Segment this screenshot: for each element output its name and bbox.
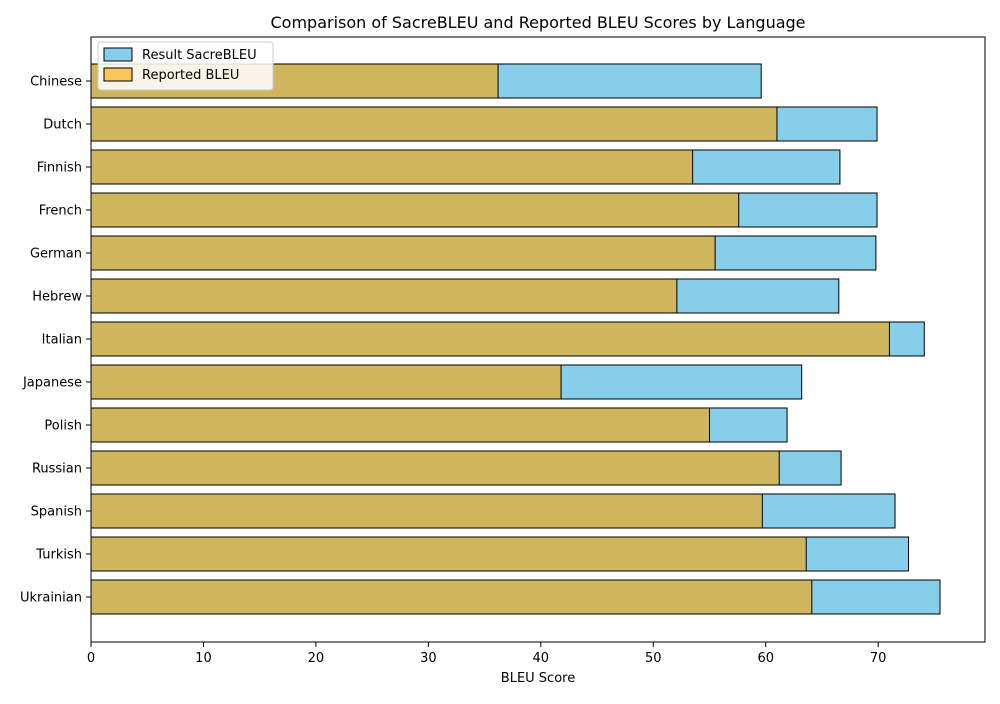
y-axis: Chinese Dutch Finnish French German Hebrew Ita…: [20, 75, 91, 606]
y-tick-label: Finnish: [37, 161, 82, 176]
legend: Result SacreBLEU Reported BLEU: [97, 41, 274, 91]
y-tick-label: Polish: [44, 419, 82, 434]
bar-reported-bleu-japanese: [90, 364, 562, 400]
x-tick-label: 10: [195, 651, 212, 666]
legend-swatch-result-sacrebleu: [103, 47, 133, 62]
legend-box: [97, 41, 274, 91]
bar-reported-bleu-italian: [90, 321, 890, 357]
y-tick-label: French: [39, 204, 82, 219]
x-tick-label: 50: [645, 651, 662, 666]
bar-reported-bleu-russian: [90, 450, 780, 486]
y-tick-label: Turkish: [35, 548, 82, 563]
x-tick-label: 0: [87, 651, 95, 666]
bar-reported-bleu-ukrainian: [90, 579, 813, 615]
x-axis-label: BLEU Score: [501, 671, 575, 686]
bar-reported-bleu-german: [90, 235, 716, 271]
bars-layer: [90, 63, 941, 615]
y-tick-label: Spanish: [31, 505, 82, 520]
bar-reported-bleu-polish: [90, 407, 710, 443]
x-tick-label: 70: [870, 651, 887, 666]
chart-title: Comparison of SacreBLEU and Reported BLE…: [270, 13, 805, 32]
y-tick-label: Russian: [32, 462, 82, 477]
bar-reported-bleu-turkish: [90, 536, 807, 572]
y-tick-label: Japanese: [22, 376, 82, 391]
y-tick-label: Dutch: [43, 118, 82, 133]
bar-reported-bleu-dutch: [90, 106, 778, 142]
legend-label-result-sacrebleu: Result SacreBLEU: [142, 48, 257, 63]
x-tick-label: 30: [420, 651, 437, 666]
bar-reported-bleu-spanish: [90, 493, 763, 529]
y-tick-label: Hebrew: [32, 290, 82, 305]
y-tick-label: German: [30, 247, 82, 262]
x-tick-label: 20: [308, 651, 325, 666]
legend-label-reported-bleu: Reported BLEU: [142, 68, 239, 83]
legend-swatch-reported-bleu: [103, 67, 133, 82]
x-tick-label: 40: [533, 651, 550, 666]
y-tick-label: Italian: [42, 333, 82, 348]
y-tick-label: Chinese: [30, 75, 82, 90]
bar-reported-bleu-hebrew: [90, 278, 678, 314]
bar-reported-bleu-finnish: [90, 149, 694, 185]
y-tick-label: Ukrainian: [20, 591, 82, 606]
x-tick-label: 60: [757, 651, 774, 666]
x-axis: 0 10 20 30 40 50 60 70: [87, 642, 887, 666]
bar-reported-bleu-french: [90, 192, 740, 228]
